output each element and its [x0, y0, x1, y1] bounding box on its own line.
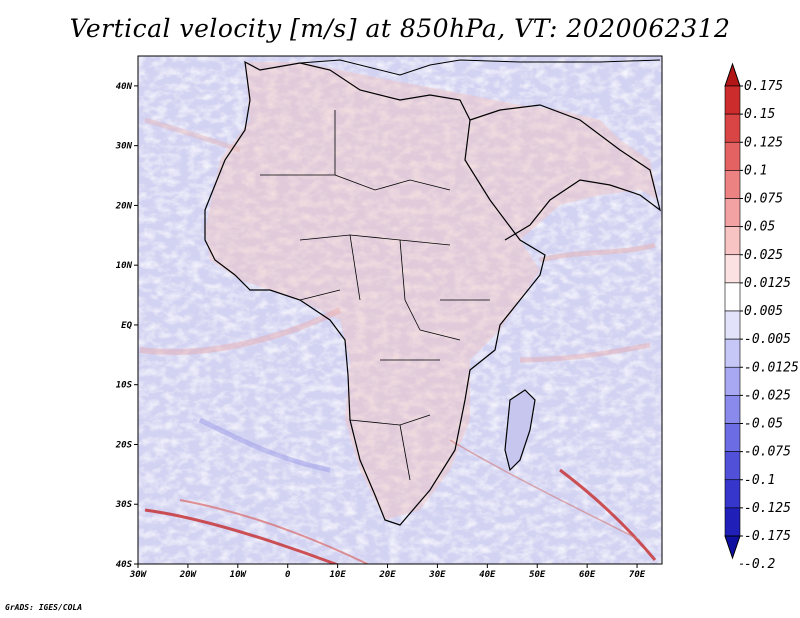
colorbar-swatch	[724, 479, 741, 509]
colorbar-swatch	[724, 395, 741, 424]
colorbar-label: -0.2	[744, 557, 775, 572]
colorbar-swatch	[724, 507, 741, 537]
colorbar-label: -0.175	[744, 529, 791, 544]
map-axes: 30W 20W 10W 0 10E 20E 30E 40E 50E 60E 70E 40N 30N 20N…	[115, 82, 646, 580]
colorbar-min-arrow	[724, 535, 741, 560]
x-tick-label: 70E	[629, 570, 646, 580]
colorbar-label: -0.0125	[744, 360, 799, 375]
colorbar-label: -0.075	[744, 445, 791, 460]
colorbar-swatch	[724, 226, 741, 256]
colorbar-swatch	[724, 310, 741, 340]
colorbar: 0.175 0.15 0.125 0.1 0.075 0.05 0.025 0.0125 0.0…	[724, 62, 799, 572]
credit-label: GrADS: IGES/COLA	[5, 603, 83, 612]
colorbar-label: 0.125	[744, 135, 783, 150]
x-tick-label: 60E	[579, 570, 596, 580]
x-tick-label: 30W	[129, 570, 148, 580]
colorbar-label: 0.15	[744, 107, 775, 122]
colorbar-swatch	[724, 198, 741, 227]
plot-frame	[137, 55, 663, 565]
colorbar-label: -0.1	[744, 473, 775, 488]
x-tick-label: 0	[285, 570, 291, 580]
colorbar-label: 0.05	[744, 220, 775, 235]
x-tick-label: 10E	[329, 570, 346, 580]
colorbar-label: 0.1	[744, 163, 767, 178]
x-tick-label: 20E	[378, 570, 396, 580]
y-tick-label: 40N	[116, 82, 133, 92]
y-tick-label: 20N	[115, 201, 133, 211]
y-tick-label: 20S	[115, 440, 133, 450]
y-tick-label: 30N	[115, 142, 133, 152]
colorbar-label: 0.075	[744, 192, 783, 207]
colorbar-label: 0.175	[744, 79, 783, 94]
y-tick-label: 10S	[116, 381, 133, 391]
x-tick-label: 10W	[230, 570, 248, 580]
colorbar-swatch	[724, 141, 741, 171]
colorbar-label: -0.025	[744, 388, 791, 403]
x-tick-label: 30E	[428, 570, 446, 580]
colorbar-label: -0.125	[744, 501, 791, 516]
colorbar-swatch	[724, 282, 741, 312]
colorbar-max-arrow	[724, 62, 741, 87]
map-title: Vertical velocity [m/s] at 850hPa, VT: 2…	[69, 14, 731, 43]
colorbar-swatch	[724, 113, 741, 143]
colorbar-swatch	[724, 423, 741, 452]
x-tick-label: 40E	[479, 570, 496, 580]
velocity-field	[138, 56, 662, 564]
colorbar-swatch	[724, 170, 741, 199]
colorbar-label: 0.025	[744, 248, 783, 263]
colorbar-swatch	[724, 366, 741, 396]
colorbar-label: -0.005	[744, 332, 791, 347]
colorbar-swatch	[724, 254, 741, 284]
y-tick-label: 30S	[115, 500, 133, 510]
y-tick-label: 40S	[116, 560, 133, 570]
y-tick-label: 10N	[116, 261, 133, 271]
colorbar-label: 0.0125	[744, 276, 791, 291]
x-tick-label: 50E	[529, 570, 546, 580]
colorbar-label: 0.005	[744, 304, 783, 319]
colorbar-label: -0.05	[744, 417, 783, 432]
colorbar-swatch	[724, 338, 741, 368]
x-tick-label: 20W	[179, 570, 198, 580]
colorbar-swatch	[724, 85, 741, 115]
y-tick-label: EQ	[121, 321, 132, 331]
colorbar-swatch	[724, 451, 741, 481]
